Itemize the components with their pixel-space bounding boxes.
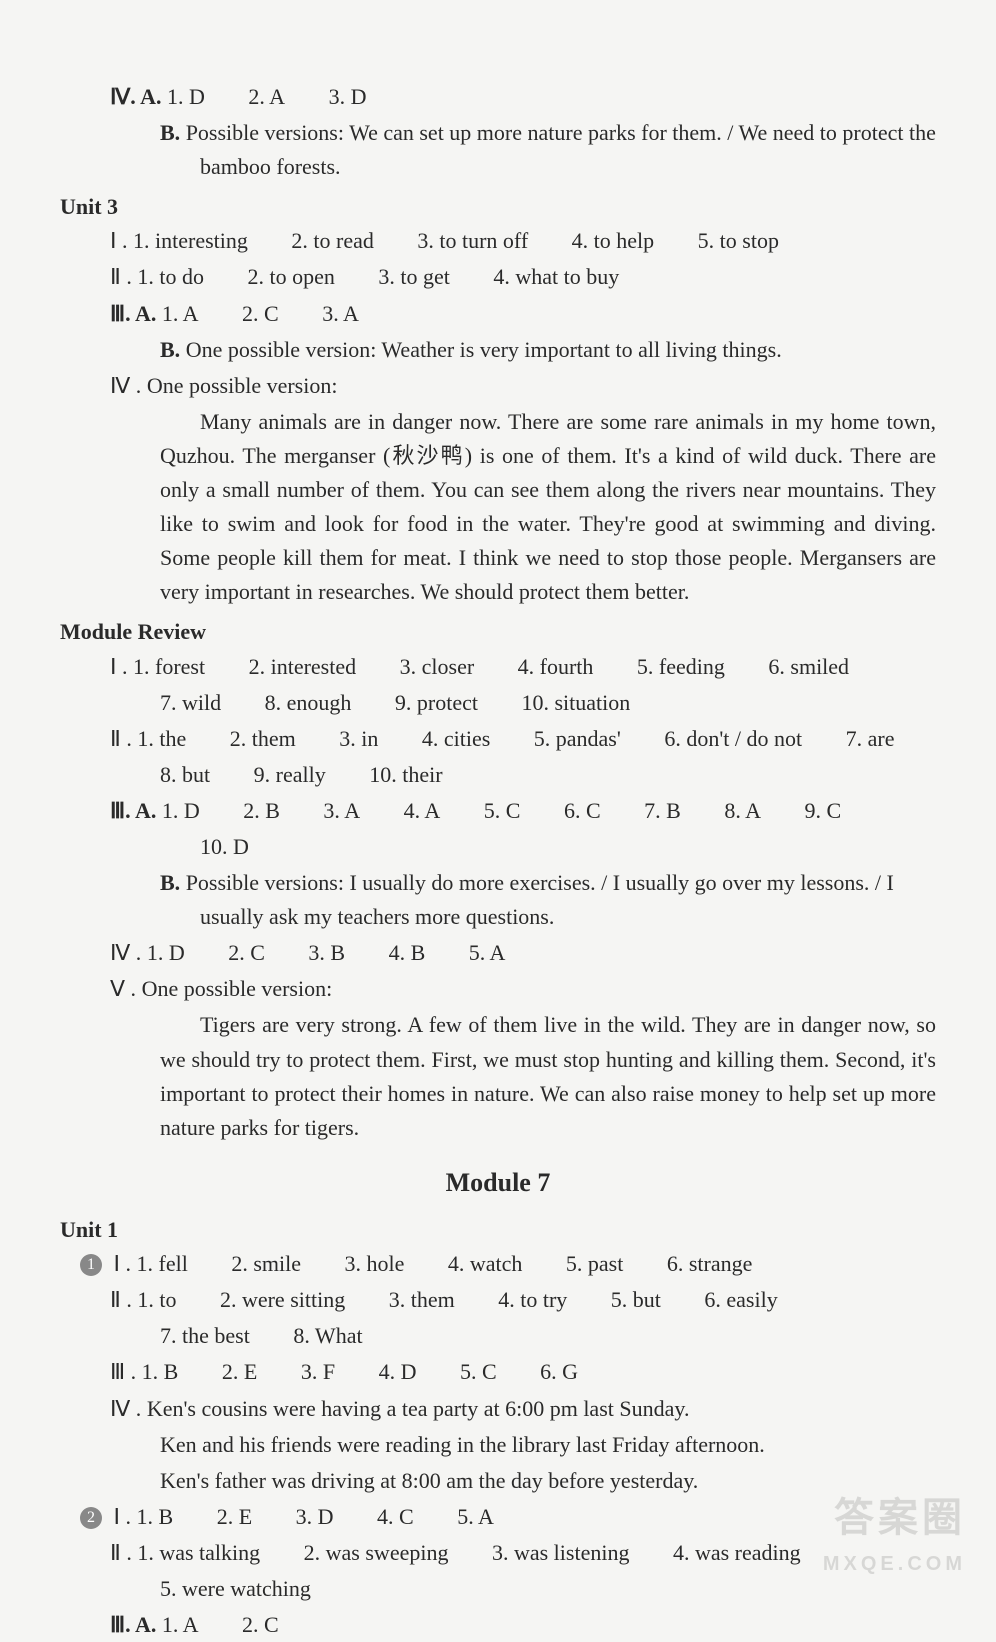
label-i: Ⅰ . <box>114 1504 132 1529</box>
group1-iii: Ⅲ . 1. B 2. E 3. F 4. D 5. C 6. G <box>60 1355 936 1389</box>
unit3-ii-answers: 1. to do 2. to open 3. to get 4. what to… <box>137 264 657 289</box>
label-ii: Ⅱ . <box>110 1287 132 1312</box>
review-ii-row2: 8. but 9. really 10. their <box>60 758 936 792</box>
unit3-iii-a: Ⅲ. A. 1. A 2. C 3. A <box>60 297 936 331</box>
review-iii-a-row2: 10. D <box>60 830 936 864</box>
review-i-row2: 7. wild 8. enough 9. protect 10. situati… <box>60 686 936 720</box>
watermark-small: MXQE.COM <box>823 1549 966 1580</box>
unit3-i-answers: 1. interesting 2. to read 3. to turn off… <box>133 228 817 253</box>
label-i: Ⅰ . <box>110 654 128 679</box>
label-iv-b: B. <box>160 120 180 145</box>
label-iv-a: Ⅳ. A. <box>110 84 161 109</box>
top-iv-b: B. Possible versions: We can set up more… <box>60 116 936 184</box>
label-iv: Ⅳ . <box>110 1396 141 1421</box>
unit3-iii-b-text: One possible version: Weather is very im… <box>186 337 782 362</box>
group1-iv-line1: Ⅳ . Ken's cousins were having a tea part… <box>60 1392 936 1426</box>
review-iii-b-text: Possible versions: I usually do more exe… <box>186 870 894 929</box>
group1-ii-row1: Ⅱ . 1. to 2. were sitting 3. them 4. to … <box>60 1283 936 1317</box>
module7-unit1: Unit 1 <box>60 1213 936 1247</box>
circled-1-icon: 1 <box>80 1254 102 1276</box>
label-i: Ⅰ . <box>110 228 128 253</box>
review-v-intro: Ⅴ . One possible version: <box>60 972 936 1006</box>
label-iv: Ⅳ . <box>110 940 141 965</box>
label-ii: Ⅱ . <box>110 264 132 289</box>
label-ii: Ⅱ . <box>110 726 132 751</box>
unit3-iv-intro-text: One possible version: <box>147 373 338 398</box>
unit3-iii-a-answers: 1. A 2. C 3. A <box>162 301 397 326</box>
group2-i: 2 Ⅰ . 1. B 2. E 3. D 4. C 5. A <box>60 1500 936 1534</box>
unit3-title: Unit 3 <box>60 190 936 224</box>
top-iv-a-answers: 1. D 2. A 3. D <box>167 84 404 109</box>
unit3-iii-b: B. One possible version: Weather is very… <box>60 333 936 367</box>
group1-i: 1 Ⅰ . 1. fell 2. smile 3. hole 4. watch … <box>60 1247 936 1281</box>
label-iii-b: B. <box>160 870 180 895</box>
group2-ii-row1: Ⅱ . 1. was talking 2. was sweeping 3. wa… <box>60 1536 936 1570</box>
group1-iv-line3: Ken's father was driving at 8:00 am the … <box>60 1464 936 1498</box>
unit3-iv-para: Many animals are in danger now. There ar… <box>60 405 936 610</box>
label-ii: Ⅱ . <box>110 1540 132 1565</box>
label-v: Ⅴ . <box>110 976 136 1001</box>
watermark-big: 答案圈 <box>823 1487 966 1549</box>
review-title: Module Review <box>60 615 936 649</box>
circled-2-icon: 2 <box>80 1507 102 1529</box>
label-iv: Ⅳ . <box>110 373 141 398</box>
label-i: Ⅰ . <box>114 1251 132 1276</box>
label-iii-a: Ⅲ. A. <box>110 1612 156 1637</box>
review-iv: Ⅳ . 1. D 2. C 3. B 4. B 5. A <box>60 936 936 970</box>
review-iii-a-row1: Ⅲ. A. 1. D 2. B 3. A 4. A 5. C 6. C 7. B… <box>60 794 936 828</box>
watermark: 答案圈 MXQE.COM <box>823 1487 966 1580</box>
review-ii-row1: Ⅱ . 1. the 2. them 3. in 4. cities 5. pa… <box>60 722 936 756</box>
review-iii-b: B. Possible versions: I usually do more … <box>60 866 936 934</box>
group1-iv-line2: Ken and his friends were reading in the … <box>60 1428 936 1462</box>
top-iv-a: Ⅳ. A. 1. D 2. A 3. D <box>60 80 936 114</box>
group1-ii-row2: 7. the best 8. What <box>60 1319 936 1353</box>
label-iii-a: Ⅲ. A. <box>110 798 156 823</box>
label-iii-a: Ⅲ. A. <box>110 301 156 326</box>
unit3-i: Ⅰ . 1. interesting 2. to read 3. to turn… <box>60 224 936 258</box>
label-iii: Ⅲ . <box>110 1359 136 1384</box>
review-v-para: Tigers are very strong. A few of them li… <box>60 1008 936 1144</box>
unit3-ii: Ⅱ . 1. to do 2. to open 3. to get 4. wha… <box>60 260 936 294</box>
top-iv-b-text: Possible versions: We can set up more na… <box>186 120 936 179</box>
label-iii-b: B. <box>160 337 180 362</box>
module7-title: Module 7 <box>60 1163 936 1203</box>
review-i-row1: Ⅰ . 1. forest 2. interested 3. closer 4.… <box>60 650 936 684</box>
unit3-iv-intro: Ⅳ . One possible version: <box>60 369 936 403</box>
review-v-intro-text: One possible version: <box>142 976 333 1001</box>
group2-ii-row2: 5. were watching <box>60 1572 936 1606</box>
group2-iii: Ⅲ. A. 1. A 2. C <box>60 1608 936 1642</box>
